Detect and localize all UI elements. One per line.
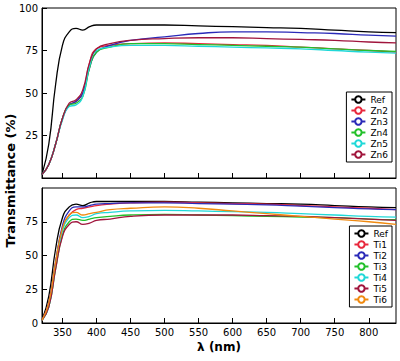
svg-text:75: 75 bbox=[25, 45, 38, 56]
svg-text:600: 600 bbox=[223, 327, 242, 338]
svg-text:650: 650 bbox=[257, 327, 276, 338]
svg-text:25: 25 bbox=[25, 284, 38, 295]
svg-text:Ti3: Ti3 bbox=[372, 262, 386, 272]
svg-text:Ref: Ref bbox=[370, 95, 385, 105]
svg-text:800: 800 bbox=[359, 327, 378, 338]
svg-text:700: 700 bbox=[291, 327, 310, 338]
svg-text:Ti5: Ti5 bbox=[372, 284, 386, 294]
svg-text:400: 400 bbox=[87, 327, 106, 338]
svg-text:25: 25 bbox=[25, 130, 38, 141]
svg-text:Zn6: Zn6 bbox=[370, 150, 388, 160]
svg-text:Zn3: Zn3 bbox=[370, 117, 388, 127]
svg-text:Ti6: Ti6 bbox=[372, 295, 387, 305]
svg-text:0: 0 bbox=[32, 318, 38, 329]
svg-text:500: 500 bbox=[155, 327, 174, 338]
svg-text:Transmittance (%): Transmittance (%) bbox=[3, 113, 18, 247]
svg-text:750: 750 bbox=[325, 327, 344, 338]
svg-text:Zn5: Zn5 bbox=[370, 139, 388, 149]
svg-text:λ (nm): λ (nm) bbox=[197, 340, 241, 354]
svg-text:Ti2: Ti2 bbox=[372, 251, 386, 261]
svg-text:Ref: Ref bbox=[373, 229, 388, 239]
svg-text:550: 550 bbox=[189, 327, 208, 338]
svg-text:450: 450 bbox=[121, 327, 140, 338]
svg-text:Ti4: Ti4 bbox=[372, 273, 387, 283]
svg-text:50: 50 bbox=[25, 250, 38, 261]
svg-text:100: 100 bbox=[19, 3, 38, 14]
svg-text:50: 50 bbox=[25, 88, 38, 99]
svg-text:Ti1: Ti1 bbox=[372, 240, 386, 250]
svg-text:Zn4: Zn4 bbox=[370, 128, 388, 138]
svg-text:75: 75 bbox=[25, 216, 38, 227]
svg-text:350: 350 bbox=[53, 327, 72, 338]
svg-text:Zn2: Zn2 bbox=[370, 106, 388, 116]
